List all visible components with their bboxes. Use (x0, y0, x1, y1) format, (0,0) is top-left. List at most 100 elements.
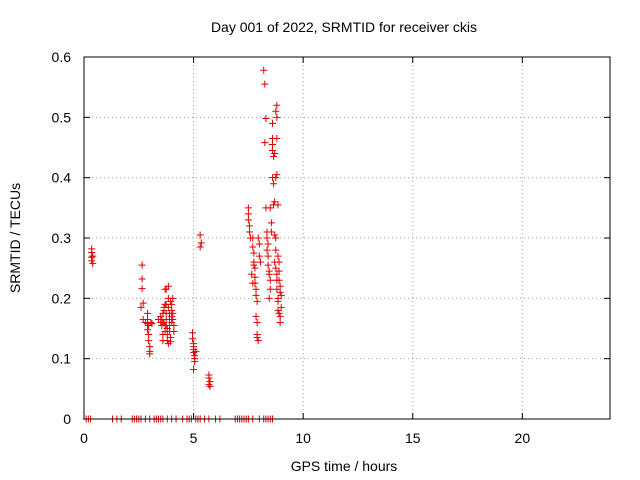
data-point (145, 337, 153, 345)
y-axis-label: SRMTID / TECUs (7, 183, 23, 293)
data-point (245, 228, 253, 236)
data-point (253, 334, 261, 342)
data-point (275, 309, 283, 317)
data-point (252, 312, 260, 320)
data-point (265, 270, 273, 278)
data-point (273, 134, 281, 142)
data-point (264, 261, 272, 269)
data-point (138, 285, 146, 293)
data-point (272, 174, 280, 182)
plot-frame (83, 56, 611, 420)
data-point (277, 303, 285, 311)
data-point (163, 337, 171, 345)
data-point (164, 303, 172, 311)
data-point (276, 288, 284, 296)
data-point (272, 264, 280, 272)
data-point (196, 231, 204, 239)
data-point (264, 252, 272, 260)
data-point (138, 275, 146, 283)
data-point (266, 204, 274, 212)
x-tick-label: 20 (515, 430, 531, 446)
data-point (190, 366, 198, 374)
data-point (263, 246, 271, 254)
data-point (273, 113, 281, 121)
data-point (266, 285, 274, 293)
data-point (253, 318, 261, 326)
data-point (205, 374, 213, 382)
data-point (249, 279, 257, 287)
data-point (145, 331, 153, 339)
data-point (260, 66, 268, 74)
data-point (255, 240, 263, 248)
data-point (244, 204, 252, 212)
data-point (268, 119, 276, 127)
data-point (144, 309, 152, 317)
chart-title: Day 001 of 2022, SRMTID for receiver cki… (211, 19, 477, 35)
data-point (251, 273, 259, 281)
data-point (196, 243, 204, 251)
data-point (276, 312, 284, 320)
data-point (250, 261, 258, 269)
data-point (138, 261, 146, 269)
data-point (254, 337, 262, 345)
data-point (272, 234, 280, 242)
data-point (273, 101, 281, 109)
data-point (89, 259, 97, 267)
grid (84, 57, 610, 419)
data-points (82, 66, 285, 423)
data-point (263, 234, 271, 242)
data-point (275, 258, 283, 266)
x-tick-label: 5 (190, 430, 198, 446)
data-point (205, 381, 213, 389)
data-point (188, 329, 196, 337)
data-point (274, 201, 282, 209)
data-point (271, 231, 279, 239)
y-tick-label: 0.3 (52, 230, 72, 246)
data-point (250, 249, 258, 257)
y-tick-label: 0.6 (52, 49, 72, 65)
data-point (275, 267, 283, 275)
data-point (253, 297, 261, 305)
data-point (139, 299, 147, 307)
data-point (192, 347, 200, 355)
data-point (272, 107, 280, 115)
data-point (191, 358, 199, 366)
data-point (164, 282, 172, 290)
data-point (252, 291, 260, 299)
data-point (261, 80, 269, 88)
x-tick-label: 15 (405, 430, 421, 446)
data-point (170, 328, 178, 336)
y-tick-label: 0.2 (52, 290, 72, 306)
data-point (276, 318, 284, 326)
data-point (261, 139, 269, 147)
data-point (169, 315, 177, 323)
data-point (262, 115, 270, 123)
data-point (161, 321, 169, 329)
data-point (168, 312, 176, 320)
data-point (256, 258, 264, 266)
data-point (267, 228, 275, 236)
data-point (274, 297, 282, 305)
data-point (273, 171, 281, 179)
data-point (264, 240, 272, 248)
data-point (271, 198, 279, 206)
y-tick-label: 0.1 (52, 351, 72, 367)
data-point (197, 239, 205, 247)
data-point (167, 338, 175, 346)
data-point (169, 309, 177, 317)
x-tick-label: 10 (295, 430, 311, 446)
data-point (158, 315, 166, 323)
y-tick-label: 0.5 (52, 109, 72, 125)
x-axis-label: GPS time / hours (291, 458, 398, 474)
data-point (248, 270, 256, 278)
data-point (147, 318, 155, 326)
data-point (270, 153, 278, 161)
data-point (271, 150, 279, 158)
data-point (244, 216, 252, 224)
data-point (170, 321, 178, 329)
data-point (148, 320, 156, 328)
data-point (252, 285, 260, 293)
data-point (275, 276, 283, 284)
data-point (137, 303, 145, 311)
